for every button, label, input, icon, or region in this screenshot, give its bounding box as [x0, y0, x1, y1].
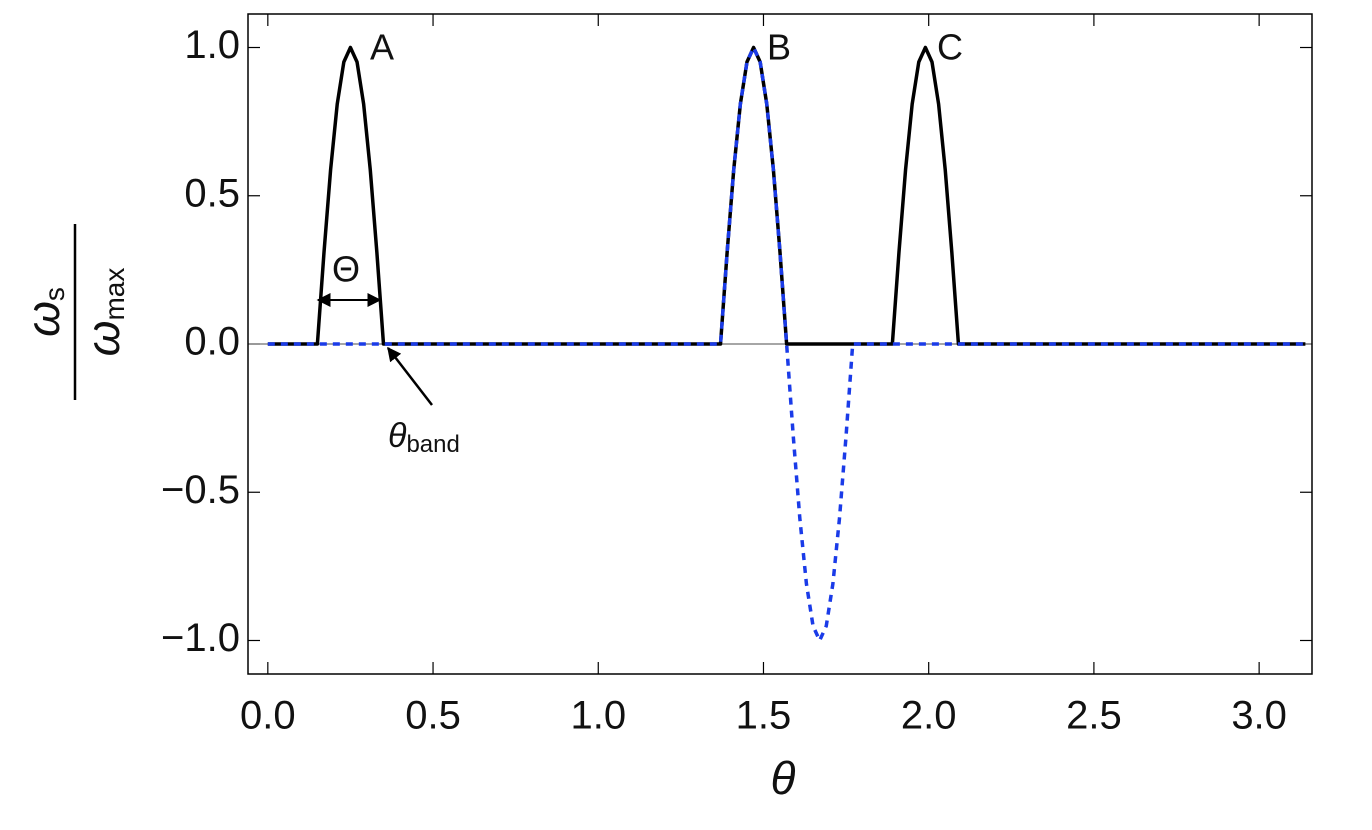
band-label-sub: band — [406, 431, 459, 458]
y-label-numerator: ωs — [17, 287, 70, 337]
y-tick-label: 0.5 — [184, 171, 240, 215]
y-label-numerator-sub: s — [39, 287, 70, 301]
annotation: C — [937, 27, 963, 68]
band-arrow — [387, 346, 433, 406]
x-tick-label: 0.0 — [240, 694, 296, 738]
y-label-denominator-symbol: ω — [77, 321, 129, 357]
annotation: Θ — [332, 249, 360, 290]
plot-frame — [247, 13, 1313, 675]
y-tick-label: −1.0 — [161, 616, 240, 660]
y-label-denominator: ωmax — [77, 268, 130, 357]
y-label-numerator-symbol: ω — [17, 301, 69, 337]
y-tick-label: 1.0 — [184, 23, 240, 67]
x-tick-label: 3.0 — [1231, 694, 1287, 738]
band-label-symbol: θ — [388, 417, 407, 455]
y-axis-label: ωs ωmax — [17, 224, 130, 400]
annotation: B — [767, 27, 791, 68]
annotation: A — [370, 27, 394, 68]
x-tick-label: 0.5 — [405, 694, 461, 738]
band-label: θband — [388, 417, 460, 458]
x-tick-label: 2.5 — [1066, 694, 1122, 738]
y-tick-label: −0.5 — [161, 468, 240, 512]
x-axis-label: θ — [771, 752, 796, 804]
series-line — [267, 45, 1306, 346]
series-line — [267, 45, 1306, 643]
y-label-denominator-sub: max — [99, 268, 130, 321]
x-tick-label: 2.0 — [901, 694, 957, 738]
x-tick-label: 1.0 — [570, 694, 626, 738]
y-tick-label: 0.0 — [184, 320, 240, 364]
x-tick-label: 1.5 — [736, 694, 792, 738]
